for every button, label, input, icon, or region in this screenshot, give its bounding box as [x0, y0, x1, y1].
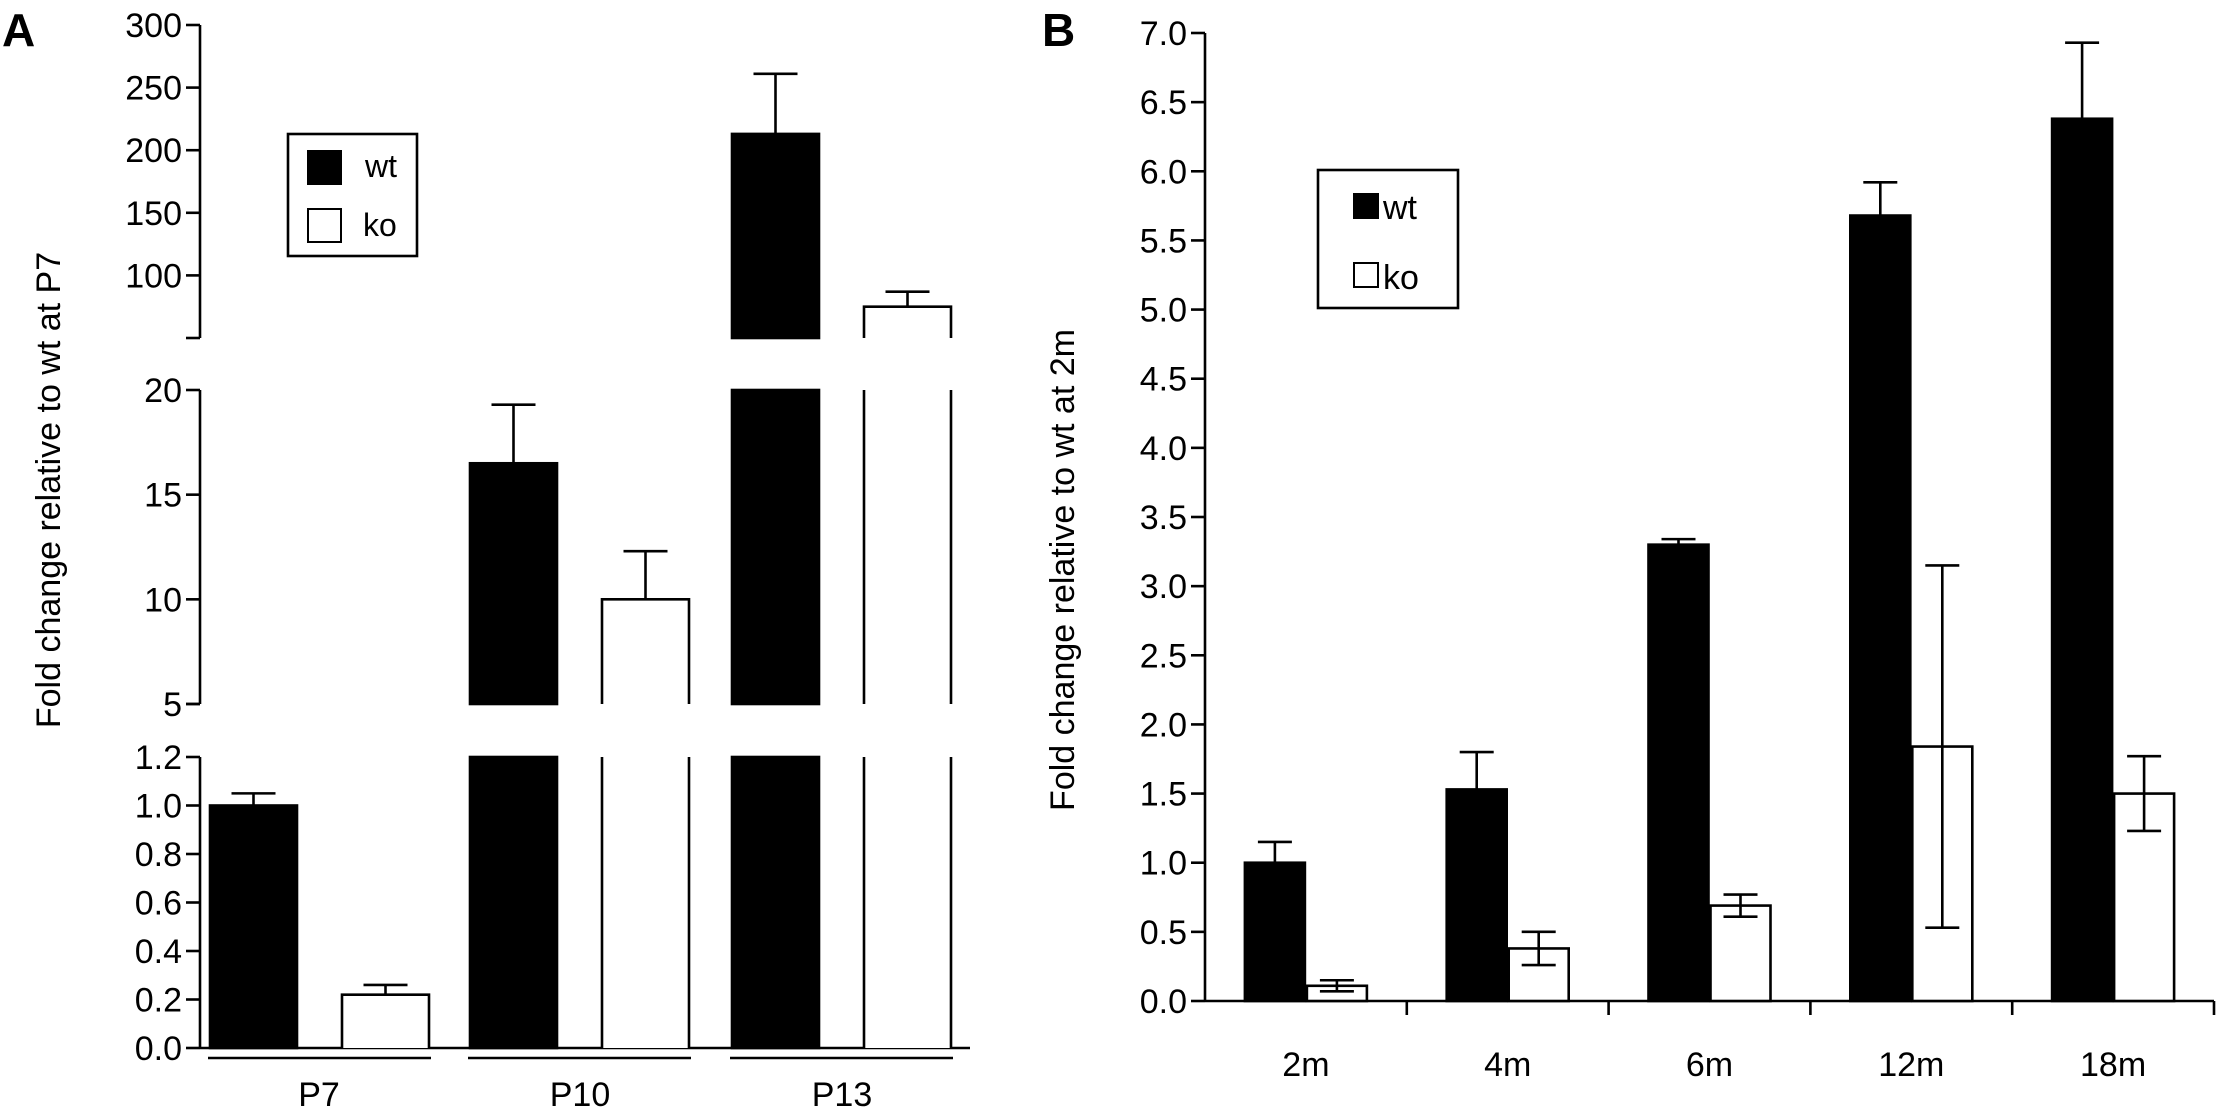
panel-a-y-tick-label: 20 — [144, 372, 182, 410]
panel-a-bar-outline-ko-P13 — [862, 390, 953, 704]
panel-b-x-tick-label: 6m — [1686, 1046, 1733, 1084]
panel-a-bars — [208, 132, 953, 1050]
panel-b-y-tick-label: 0.0 — [1140, 983, 1187, 1021]
panel-b: B Fold change relative to wt at 2m 0.00.… — [1042, 4, 2216, 1084]
panel-a-label: A — [2, 4, 35, 56]
panel-b-y-tick-label: 7.0 — [1140, 15, 1187, 53]
panel-b-error-bars — [1257, 41, 2162, 993]
panel-b-y-axis-title: Fold change relative to wt at 2m — [1044, 329, 1082, 811]
panel-b-y-tick-label: 0.5 — [1140, 914, 1187, 952]
panel-b-legend-ko-swatch — [1353, 262, 1379, 288]
panel-b-legend-wt-swatch — [1353, 193, 1379, 219]
panel-a-y-axis-title: Fold change relative to wt at P7 — [30, 252, 68, 728]
panel-a-bar-ko-P13 — [864, 306, 951, 338]
panel-b-x-tick-label: 18m — [2080, 1046, 2146, 1084]
panel-b-bar-wt-6m — [1647, 543, 1710, 1003]
panel-a-bar-ko-P10 — [602, 599, 689, 704]
panel-b-y-tick-label: 5.5 — [1140, 222, 1187, 260]
panel-b-bar-ko-18m — [2112, 792, 2176, 1003]
panel-a-y-tick-label: 0.8 — [135, 836, 182, 874]
panel-b-y-tick-label: 3.5 — [1140, 499, 1187, 537]
panel-a-legend: wt ko — [286, 132, 419, 258]
panel-b-y-tick-label: 6.5 — [1140, 84, 1187, 122]
panel-a-y-tick-label: 200 — [125, 132, 182, 170]
panel-a-bar-wt-P7 — [208, 804, 299, 1050]
panel-b-y-tick-label: 1.0 — [1140, 845, 1187, 883]
panel-a-legend-ko-swatch — [307, 208, 342, 243]
panel-a-bar-outline-ko-P10 — [600, 757, 691, 1048]
panel-a-y-tick-label: 0.4 — [135, 933, 182, 971]
panel-a-y-tick-label: 0.2 — [135, 982, 182, 1020]
panel-a: A Fold change relative to wt at P7 0.00.… — [2, 4, 970, 1114]
panel-a-x-tick-label: P7 — [298, 1076, 340, 1114]
panel-b-y-tick-label: 2.5 — [1140, 637, 1187, 675]
panel-a-bar-wt-P13 — [730, 755, 821, 1050]
panel-a-y-axis — [186, 23, 970, 1060]
panel-b-y-tick-label: 4.0 — [1140, 430, 1187, 468]
panel-b-category-labels: 2m 4m 6m 12m 18m — [1282, 1046, 2146, 1084]
panel-a-error-bars — [231, 72, 930, 995]
panel-a-y-tick-label: 10 — [144, 581, 182, 619]
panel-b-y-tick-label: 5.0 — [1140, 292, 1187, 330]
panel-b-bar-wt-4m — [1445, 788, 1508, 1003]
panel-b-y-tick-label: 4.5 — [1140, 361, 1187, 399]
panel-b-bar-wt-12m — [1849, 214, 1912, 1003]
panel-a-legend-wt-label: wt — [364, 148, 397, 184]
panel-a-bar-wt-P10 — [468, 461, 559, 706]
panel-a-bar-wt-P13 — [730, 132, 821, 340]
panel-b-legend-box — [1316, 168, 1460, 310]
panel-a-y-tick-label: 0.0 — [135, 1030, 182, 1068]
panel-a-y-tick-label: 300 — [125, 7, 182, 45]
panel-b-bar-wt-18m — [2050, 117, 2114, 1003]
panel-a-bar-wt-P13 — [730, 388, 821, 706]
panel-a-category-labels: P7 P10 P13 — [298, 1076, 872, 1114]
panel-b-bar-ko-6m — [1709, 904, 1772, 1003]
panel-a-bar-ko-P10 — [602, 757, 689, 1048]
panel-a-y-tick-label: 5 — [163, 686, 182, 724]
panel-b-x-tick-label: 12m — [1878, 1046, 1944, 1084]
panel-a-y-tick-label: 0.6 — [135, 885, 182, 923]
panel-b-legend-wt-label: wt — [1382, 189, 1418, 227]
panel-a-y-tick-label: 100 — [125, 257, 182, 295]
panel-a-y-tick-label: 1.2 — [135, 739, 182, 777]
panel-b-legend-ko-label: ko — [1383, 259, 1419, 297]
panel-a-x-tick-label: P10 — [550, 1076, 611, 1114]
panel-a-y-tick-label: 15 — [144, 477, 182, 515]
panel-a-bar-outline-ko-P13 — [862, 757, 953, 1048]
panel-a-tick-labels: 0.0 0.2 0.4 0.6 0.8 1.0 1.2 5 10 15 20 100 150 200 250… — [125, 7, 182, 1068]
panel-b-y-tick-label: 2.0 — [1140, 706, 1187, 744]
panel-b-legend: wt ko — [1316, 168, 1460, 310]
panel-a-bar-ko-P13 — [864, 757, 951, 1048]
panel-b-y-tick-label: 6.0 — [1140, 153, 1187, 191]
panel-a-y-tick-label: 250 — [125, 70, 182, 108]
panel-a-bar-wt-P10 — [468, 755, 559, 1050]
panel-a-bar-ko-P13 — [864, 390, 951, 704]
panel-a-bar-ko-P7 — [342, 994, 429, 1048]
panel-b-bars — [1243, 117, 2176, 1003]
panel-a-x-tick-label: P13 — [812, 1076, 873, 1114]
panel-a-y-tick-label: 1.0 — [135, 788, 182, 826]
panel-b-bar-ko-4m — [1507, 947, 1570, 1003]
panel-a-legend-wt-swatch — [307, 150, 342, 185]
panel-b-y-tick-label: 1.5 — [1140, 776, 1187, 814]
panel-b-x-tick-label: 2m — [1282, 1046, 1329, 1084]
panel-b-bar-wt-2m — [1243, 861, 1307, 1003]
panel-a-y-tick-label: 150 — [125, 195, 182, 233]
panel-b-label: B — [1042, 4, 1075, 56]
panel-b-tick-labels: 0.0 0.5 1.0 1.5 2.0 2.5 3.0 3.5 4.0 4.5 5.0 5.5 6.0 6… — [1140, 15, 1187, 1021]
panel-b-y-tick-label: 3.0 — [1140, 568, 1187, 606]
panel-b-x-tick-label: 4m — [1484, 1046, 1531, 1084]
panel-a-legend-ko-label: ko — [363, 207, 397, 243]
